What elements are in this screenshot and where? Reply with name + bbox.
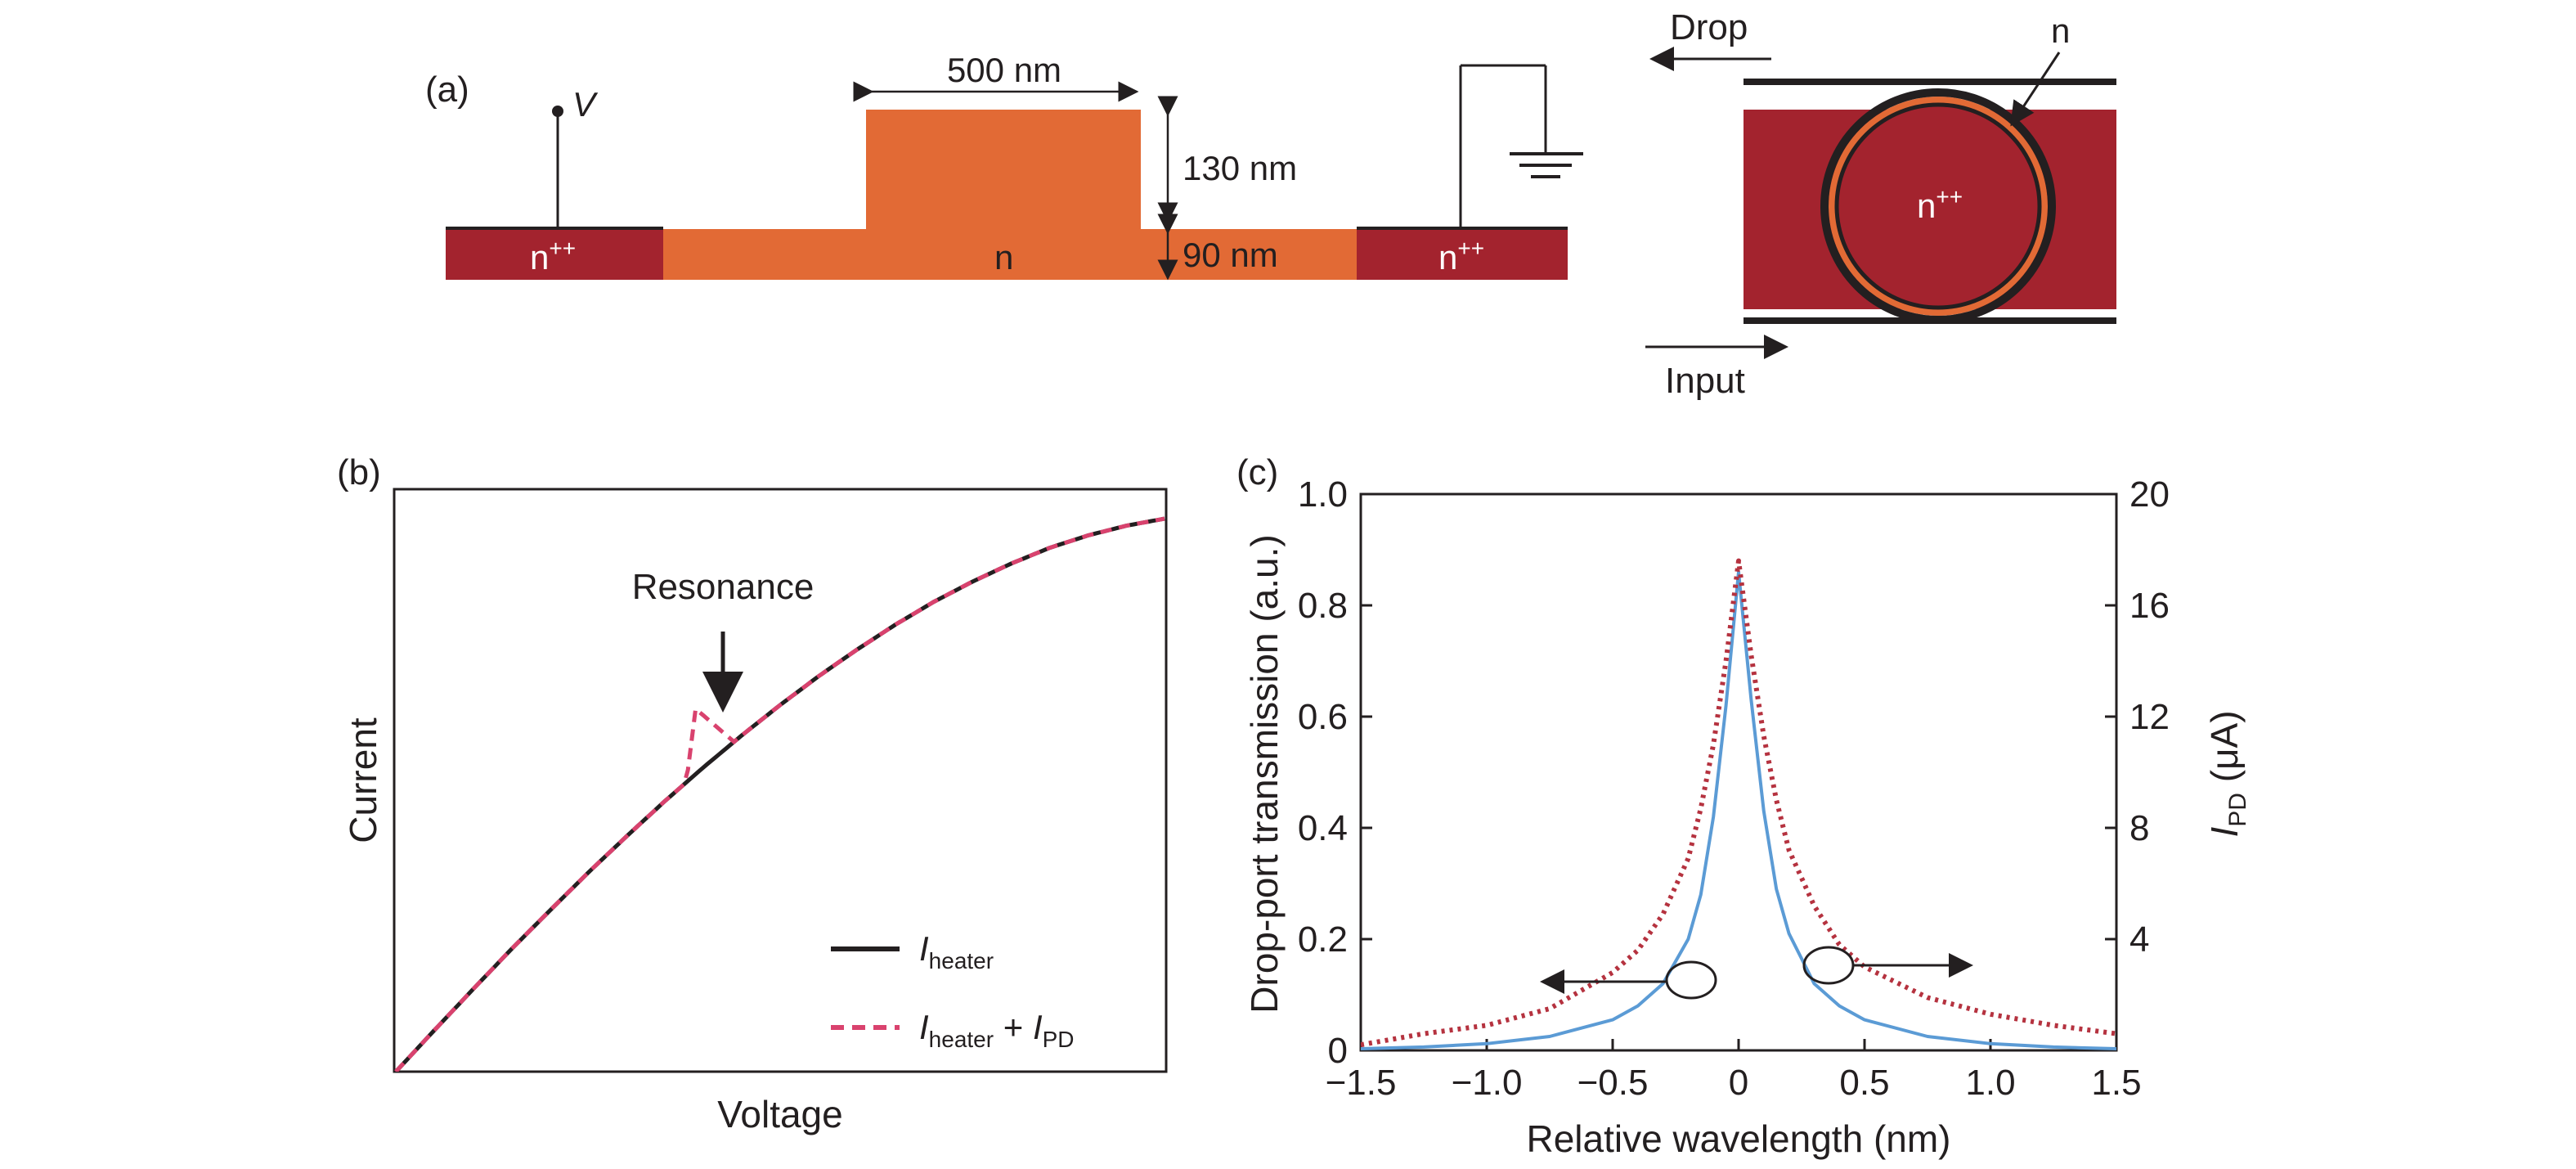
panel-c-axes: −1.5 −1.0 −0.5 0 0.5 1.0 1.5 0 0.2 0.4 0.6 0.8 1.0 4 8… <box>1298 474 2170 1103</box>
panel-b-frame <box>393 488 1168 1073</box>
voltage-label: V <box>572 85 599 124</box>
x-tick-label: 0 <box>1729 1063 1748 1103</box>
panel-b-legend: Iheater Iheater + IPD <box>831 929 1075 1052</box>
x-tick-label: −1.5 <box>1326 1063 1397 1103</box>
legend-label-heater-pd: Iheater + IPD <box>919 1008 1075 1052</box>
n-pp-region-right <box>1357 229 1568 280</box>
input-label: Input <box>1665 361 1745 401</box>
y-tick-label: 0.8 <box>1298 586 1348 626</box>
panel-b: (b) Resonance Voltage Current Iheater Ih… <box>337 452 1168 1135</box>
slab-height-label: 90 nm <box>1183 236 1278 274</box>
panel-b-plot-area <box>394 516 1165 1072</box>
y2-tick-label: 12 <box>2129 697 2170 737</box>
n-pp-region-left <box>446 229 665 280</box>
y2-tick-label: 4 <box>2129 919 2149 960</box>
series-line-i-heater-plus-pd <box>394 516 1165 1072</box>
ring-center-label: n++ <box>1917 184 1963 225</box>
panel-a-label: (a) <box>425 70 469 110</box>
y2-tick-label: 16 <box>2129 586 2170 626</box>
ring-n-pointer <box>2010 52 2061 127</box>
ring-n-label: n <box>2051 11 2070 50</box>
rib-height-label: 130 nm <box>1183 149 1297 187</box>
panel-c-ylabel: Drop-port transmission (a.u.) <box>1243 534 1286 1013</box>
x-tick-label: 1.0 <box>1965 1063 2015 1103</box>
panel-b-ylabel: Current <box>342 717 384 843</box>
y-tick-label: 0.6 <box>1298 697 1348 737</box>
left-axis-marker-circle <box>1665 960 1717 1000</box>
y2-tick-label: 8 <box>2129 808 2149 848</box>
x-tick-label: −1.0 <box>1452 1063 1523 1103</box>
x-tick-label: 0.5 <box>1839 1063 1889 1103</box>
ring-resonator-diagram: n++ n Drop Input <box>1645 7 2116 401</box>
y2-tick-label: 20 <box>2129 474 2170 515</box>
panel-c-plot-area <box>1361 558 2116 1050</box>
y-tick-label: 0 <box>1328 1031 1348 1071</box>
panel-b-label: (b) <box>337 452 381 492</box>
panel-b-xlabel: Voltage <box>717 1093 842 1135</box>
y-tick-label: 0.4 <box>1298 808 1348 848</box>
n-pp-left-label: n++ <box>530 236 576 277</box>
n-center-label: n <box>994 238 1013 277</box>
ground-icon <box>1510 152 1583 178</box>
n-pp-right-label: n++ <box>1438 236 1484 277</box>
drop-label: Drop <box>1670 7 1748 47</box>
panel-c-y2label: IPD (μA) <box>2203 710 2251 837</box>
panel-c-axis-markers <box>1540 946 1973 1000</box>
x-tick-label: −0.5 <box>1577 1063 1649 1103</box>
n-slab-region <box>663 229 1358 280</box>
voltage-probe-tip <box>552 106 563 117</box>
series-line-i-pd <box>1361 558 2116 1048</box>
panel-c: (c) −1.5 −1.0 −0.5 0 0.5 1.0 1.5 0 0.2 0.4 0.6 0.8 1… <box>1236 452 2251 1160</box>
legend-label-heater: Iheater <box>919 929 994 973</box>
y-tick-label: 0.2 <box>1298 919 1348 960</box>
width-label: 500 nm <box>947 51 1061 89</box>
resonance-annotation: Resonance <box>632 567 815 607</box>
panel-a: (a) V n++ n n++ 500 nm 130 nm 90 nm <box>425 7 2116 401</box>
x-tick-label: 1.5 <box>2091 1063 2141 1103</box>
series-line-drop-port-transmission <box>1361 570 2116 1050</box>
panel-c-label: (c) <box>1236 452 1278 492</box>
panel-c-xlabel: Relative wavelength (nm) <box>1526 1117 1950 1160</box>
right-axis-marker-circle <box>1802 946 1855 985</box>
y-tick-label: 1.0 <box>1298 474 1348 515</box>
n-rib-region <box>866 110 1141 232</box>
